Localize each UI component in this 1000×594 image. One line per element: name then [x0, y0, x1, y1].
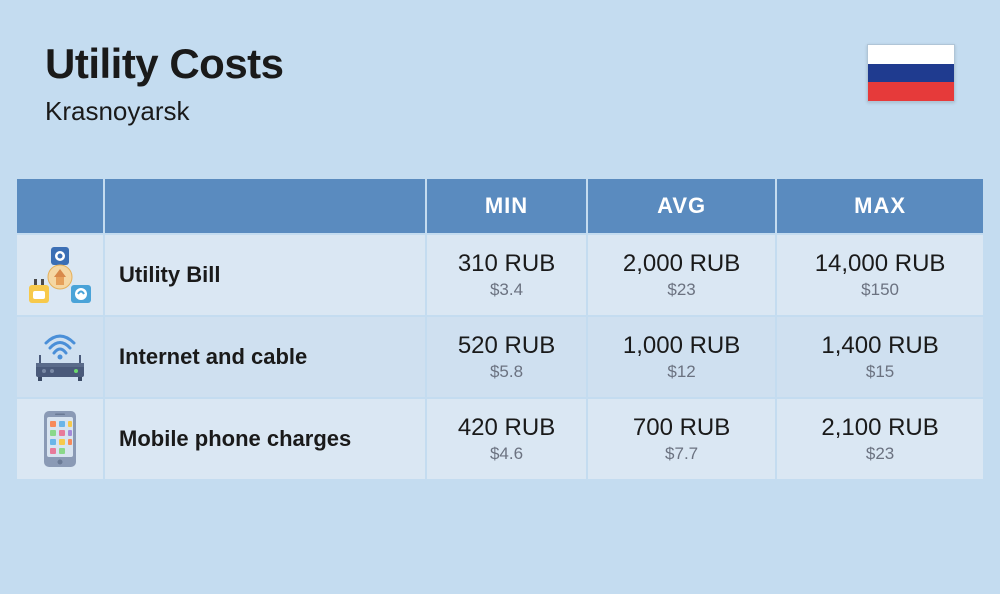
secondary-value: $23 [785, 444, 975, 464]
row-label: Mobile phone charges [105, 399, 425, 479]
phone-icon [21, 407, 99, 471]
page-subtitle: Krasnoyarsk [45, 96, 284, 127]
secondary-value: $3.4 [435, 280, 578, 300]
row-icon-cell [17, 317, 103, 397]
primary-value: 1,000 RUB [596, 332, 767, 361]
utility-costs-table: MIN AVG MAX [15, 177, 985, 481]
col-header-min: MIN [427, 179, 586, 233]
page-title: Utility Costs [45, 40, 284, 88]
flag-stripe-red [868, 82, 954, 101]
header: Utility Costs Krasnoyarsk [0, 0, 1000, 157]
primary-value: 310 RUB [435, 250, 578, 279]
secondary-value: $4.6 [435, 444, 578, 464]
table-row: Utility Bill 310 RUB $3.4 2,000 RUB $23 … [17, 235, 983, 315]
cell-max: 1,400 RUB $15 [777, 317, 983, 397]
row-icon-cell [17, 399, 103, 479]
secondary-value: $5.8 [435, 362, 578, 382]
secondary-value: $150 [785, 280, 975, 300]
primary-value: 520 RUB [435, 332, 578, 361]
flag-stripe-white [868, 45, 954, 64]
table-row: Internet and cable 520 RUB $5.8 1,000 RU… [17, 317, 983, 397]
cell-avg: 700 RUB $7.7 [588, 399, 775, 479]
cell-avg: 2,000 RUB $23 [588, 235, 775, 315]
flag-russia-icon [867, 44, 955, 102]
col-header-blank-label [105, 179, 425, 233]
secondary-value: $15 [785, 362, 975, 382]
col-header-blank-icon [17, 179, 103, 233]
col-header-avg: AVG [588, 179, 775, 233]
primary-value: 700 RUB [596, 414, 767, 443]
cell-max: 2,100 RUB $23 [777, 399, 983, 479]
secondary-value: $12 [596, 362, 767, 382]
cell-avg: 1,000 RUB $12 [588, 317, 775, 397]
flag-stripe-blue [868, 64, 954, 83]
title-block: Utility Costs Krasnoyarsk [45, 40, 284, 127]
router-icon [21, 325, 99, 389]
primary-value: 14,000 RUB [785, 250, 975, 279]
row-icon-cell [17, 235, 103, 315]
row-label: Utility Bill [105, 235, 425, 315]
cell-min: 520 RUB $5.8 [427, 317, 586, 397]
primary-value: 420 RUB [435, 414, 578, 443]
col-header-max: MAX [777, 179, 983, 233]
table-row: Mobile phone charges 420 RUB $4.6 700 RU… [17, 399, 983, 479]
cell-min: 420 RUB $4.6 [427, 399, 586, 479]
primary-value: 2,100 RUB [785, 414, 975, 443]
cell-min: 310 RUB $3.4 [427, 235, 586, 315]
cell-max: 14,000 RUB $150 [777, 235, 983, 315]
primary-value: 2,000 RUB [596, 250, 767, 279]
primary-value: 1,400 RUB [785, 332, 975, 361]
utility-icon [21, 243, 99, 307]
table-header-row: MIN AVG MAX [17, 179, 983, 233]
secondary-value: $7.7 [596, 444, 767, 464]
row-label: Internet and cable [105, 317, 425, 397]
secondary-value: $23 [596, 280, 767, 300]
